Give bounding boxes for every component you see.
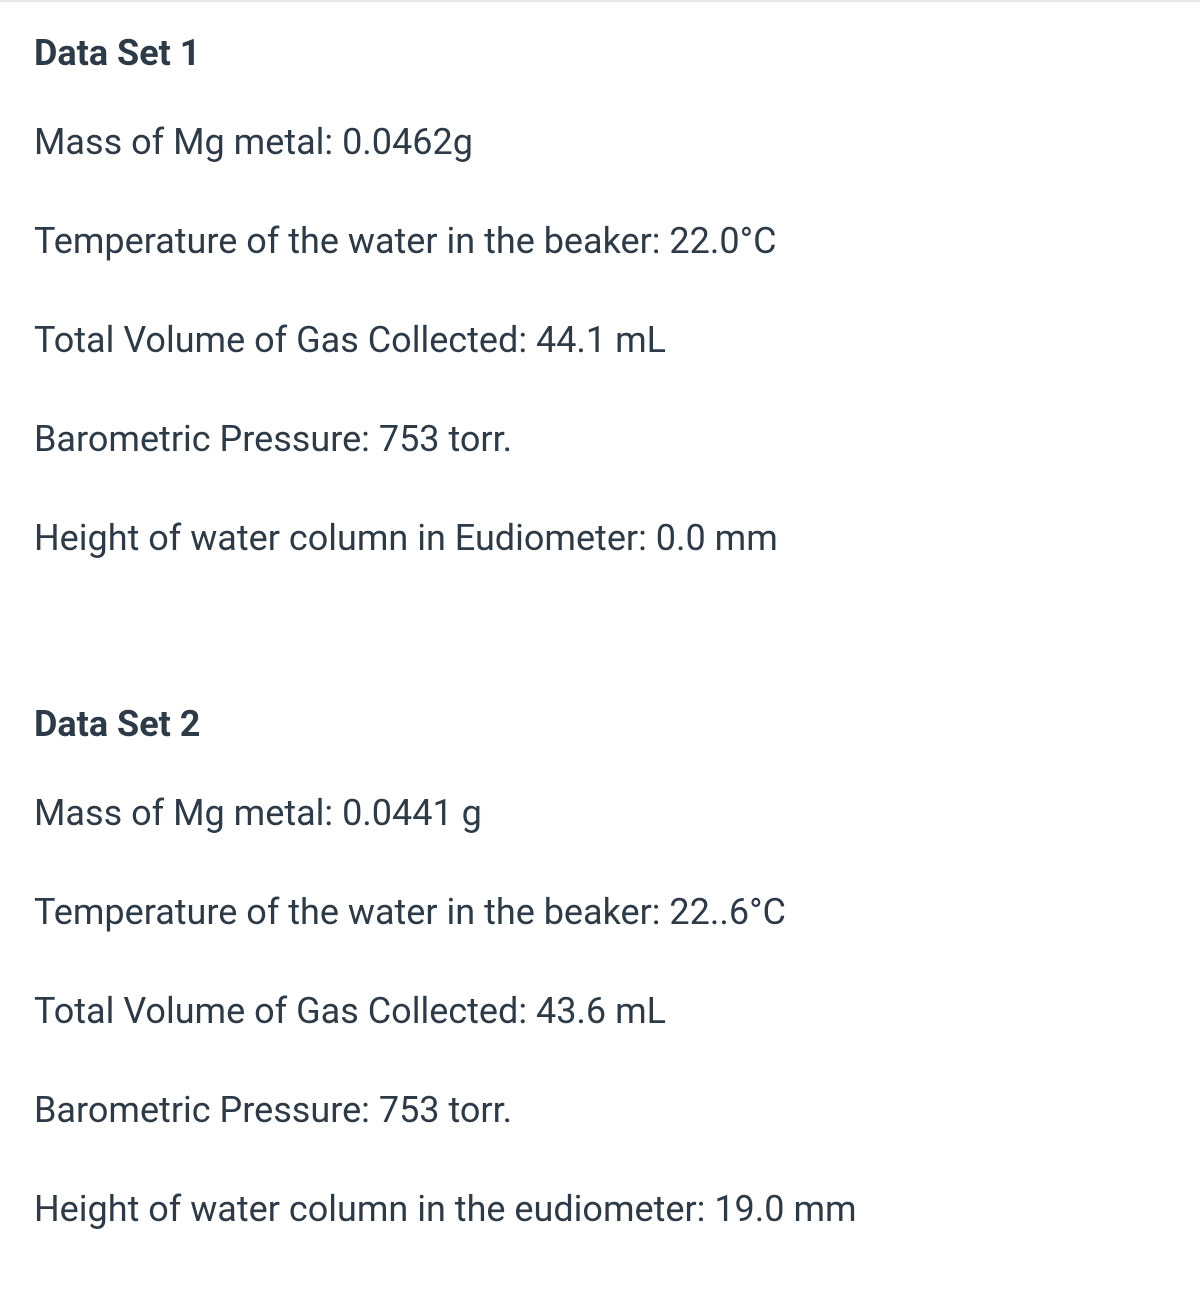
document-page: Data Set 1 Mass of Mg metal: 0.0462g Tem… [0, 0, 1200, 1316]
data-set-1-title: Data Set 1 [34, 32, 1166, 74]
set1-temperature: Temperature of the water in the beaker: … [34, 219, 1166, 264]
set2-height: Height of water column in the eudiometer… [34, 1187, 1166, 1232]
set2-pressure: Barometric Pressure: 753 torr. [34, 1088, 1166, 1133]
data-set-2-title: Data Set 2 [34, 703, 1166, 745]
section-gap [34, 615, 1166, 695]
set1-height: Height of water column in Eudiometer: 0.… [34, 516, 1166, 561]
set1-volume: Total Volume of Gas Collected: 44.1 mL [34, 318, 1166, 363]
set1-pressure: Barometric Pressure: 753 torr. [34, 417, 1166, 462]
set1-mass: Mass of Mg metal: 0.0462g [34, 120, 1166, 165]
set2-temperature: Temperature of the water in the beaker: … [34, 890, 1166, 935]
set2-mass: Mass of Mg metal: 0.0441 g [34, 791, 1166, 836]
set2-volume: Total Volume of Gas Collected: 43.6 mL [34, 989, 1166, 1034]
